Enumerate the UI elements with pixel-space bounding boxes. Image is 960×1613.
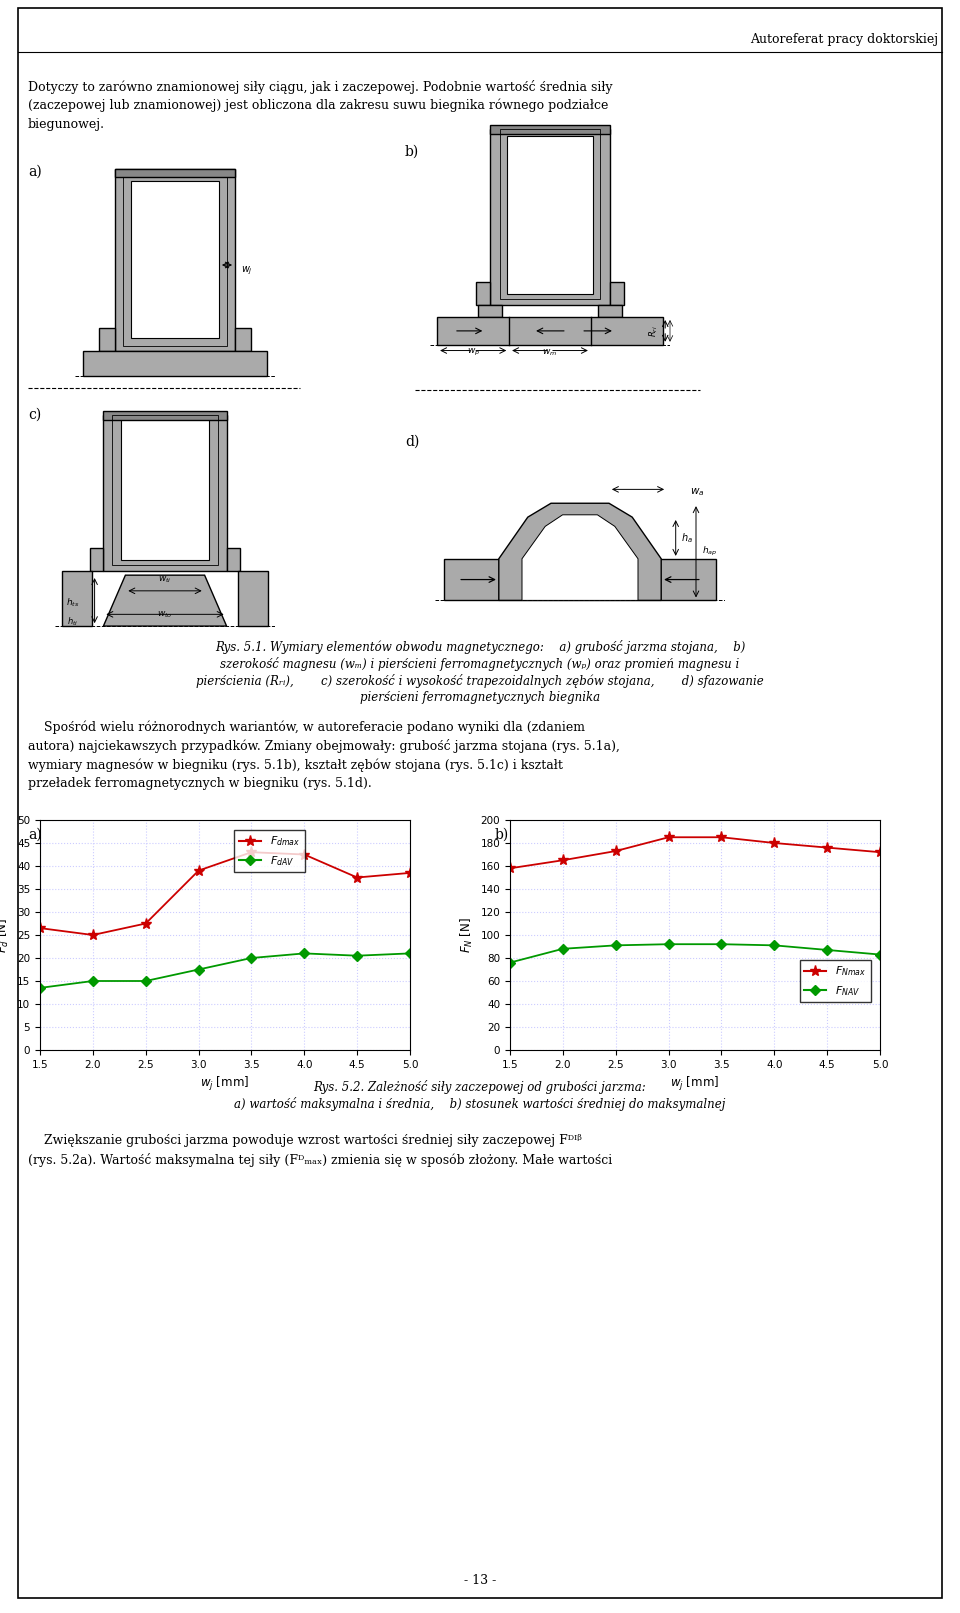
Polygon shape (499, 503, 661, 600)
Y-axis label: $F_d$ [N]: $F_d$ [N] (0, 918, 12, 953)
Text: szerokość magnesu (wₘ) i pierścieni ferromagnetycznych (wₚ) oraz promień magnesu: szerokość magnesu (wₘ) i pierścieni ferr… (221, 656, 739, 671)
Text: Autoreferat pracy doktorskiej: Autoreferat pracy doktorskiej (750, 32, 938, 47)
Bar (104, 415, 227, 571)
Text: $h_{ti}$: $h_{ti}$ (67, 616, 78, 629)
Text: Zwiększanie grubości jarzma powoduje wzrost wartości średniej siły zaczepowej Fᴰ: Zwiększanie grubości jarzma powoduje wzr… (28, 1134, 582, 1147)
Bar (115, 169, 235, 352)
Bar (83, 352, 267, 376)
Text: $h_{ap}$: $h_{ap}$ (702, 545, 717, 558)
Bar (227, 548, 240, 571)
Polygon shape (104, 576, 227, 626)
Bar (90, 548, 104, 571)
Text: c): c) (28, 408, 41, 423)
Bar (235, 329, 251, 352)
Legend: $F_{Nmax}$, $F_{NAV}$: $F_{Nmax}$, $F_{NAV}$ (800, 960, 871, 1002)
Text: a): a) (28, 827, 41, 842)
Bar (121, 418, 209, 560)
Text: Spośród wielu różnorodnych wariantów, w autoreferacie podano wyniki dla (zdaniem: Spośród wielu różnorodnych wariantów, w … (28, 719, 585, 734)
Bar (437, 318, 662, 345)
Bar (610, 282, 624, 305)
X-axis label: $w_j$ [mm]: $w_j$ [mm] (670, 1076, 720, 1094)
Text: a): a) (28, 165, 41, 179)
Bar (490, 129, 610, 305)
Text: b): b) (495, 827, 509, 842)
Text: a) wartość maksymalna i średnia,  b) stosunek wartości średniej do maksymalnej: a) wartość maksymalna i średnia, b) stos… (234, 1097, 726, 1111)
Bar (112, 415, 218, 566)
Text: Dotyczy to zarówno znamionowej siły ciągu, jak i zaczepowej. Podobnie wartość śr: Dotyczy to zarówno znamionowej siły ciąg… (28, 81, 612, 94)
Text: biegunowej.: biegunowej. (28, 118, 105, 131)
Text: $w_p$: $w_p$ (467, 347, 480, 358)
Y-axis label: $F_N$ [N]: $F_N$ [N] (459, 918, 475, 953)
Text: pierścieni ferromagnetycznych biegnika: pierścieni ferromagnetycznych biegnika (360, 690, 600, 703)
Bar (490, 124, 610, 134)
Text: Rys. 5.1. Wymiary elementów obwodu magnetycznego:  a) grubość jarzma stojana,  b: Rys. 5.1. Wymiary elementów obwodu magne… (215, 640, 745, 653)
Text: przeładek ferromagnetycznych w biegniku (rys. 5.1d).: przeładek ferromagnetycznych w biegniku … (28, 777, 372, 790)
Bar (507, 137, 593, 294)
Text: autora) najciekawszych przypadków. Zmiany obejmowały: grubość jarzma stojana (ry: autora) najciekawszych przypadków. Zmian… (28, 739, 620, 753)
Text: $w_{to}$: $w_{to}$ (157, 610, 173, 621)
Text: b): b) (405, 145, 420, 160)
Bar (444, 558, 716, 600)
Text: (zaczepowej lub znamionowej) jest obliczona dla zakresu suwu biegnika równego po: (zaczepowej lub znamionowej) jest oblicz… (28, 98, 609, 113)
Bar (499, 129, 600, 300)
Bar (598, 305, 622, 318)
X-axis label: $w_j$ [mm]: $w_j$ [mm] (201, 1076, 250, 1094)
Text: $w_j$: $w_j$ (241, 265, 252, 277)
Legend: $F_{dmax}$, $F_{dAV}$: $F_{dmax}$, $F_{dAV}$ (234, 831, 304, 873)
Bar (238, 571, 269, 626)
Text: d): d) (405, 436, 420, 448)
Text: wymiary magnesów w biegniku (rys. 5.1b), kształt zębów stojana (rys. 5.1c) i ksz: wymiary magnesów w biegniku (rys. 5.1b),… (28, 758, 563, 771)
Text: pierścienia (Rᵣᵢ),   c) szerokość i wysokość trapezoidalnych zębów stojana,   d): pierścienia (Rᵣᵢ), c) szerokość i wysoko… (196, 674, 764, 689)
Bar (131, 181, 219, 337)
Text: Rys. 5.2. Zależność siły zaczepowej od grubości jarzma:: Rys. 5.2. Zależność siły zaczepowej od g… (314, 1081, 646, 1094)
Text: $w_a$: $w_a$ (690, 486, 705, 497)
Bar (123, 177, 227, 345)
Bar (478, 305, 502, 318)
Text: $h_{ts}$: $h_{ts}$ (66, 597, 80, 608)
Polygon shape (522, 515, 638, 600)
Bar (104, 411, 227, 421)
Text: $R_{ri}$: $R_{ri}$ (648, 324, 660, 337)
Bar (475, 282, 490, 305)
Text: $h_a$: $h_a$ (682, 531, 693, 545)
Bar (99, 329, 115, 352)
Bar (61, 571, 92, 626)
Bar (115, 169, 235, 177)
Text: $w_m$: $w_m$ (542, 347, 558, 358)
Text: $w_{ti}$: $w_{ti}$ (158, 574, 172, 586)
Text: (rys. 5.2a). Wartość maksymalna tej siły (Fᴰₘₐₓ) zmienia się w sposób złożony. M: (rys. 5.2a). Wartość maksymalna tej siły… (28, 1153, 612, 1166)
Text: - 13 -: - 13 - (464, 1574, 496, 1587)
